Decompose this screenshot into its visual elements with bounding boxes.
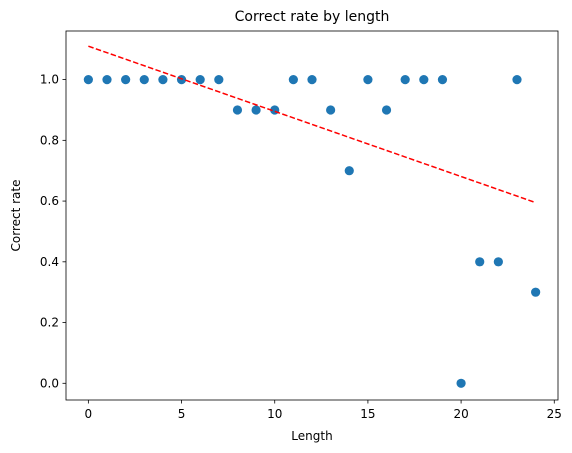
- y-tick-label: 1.0: [40, 73, 59, 87]
- data-point: [158, 74, 168, 85]
- data-point: [475, 257, 485, 267]
- data-point: [512, 74, 522, 85]
- x-tick-label: 0: [85, 407, 93, 421]
- data-point: [307, 74, 317, 85]
- x-tick-label: 15: [360, 407, 375, 421]
- data-point: [176, 74, 187, 85]
- data-point: [232, 105, 243, 115]
- chart-title: Correct rate by length: [235, 9, 390, 25]
- data-point: [363, 74, 373, 85]
- data-point: [531, 287, 541, 297]
- y-tick-label: 0.6: [40, 194, 59, 208]
- data-point: [83, 74, 93, 85]
- data-point: [381, 105, 392, 115]
- y-axis-label: Correct rate: [9, 180, 23, 252]
- data-point: [437, 74, 448, 85]
- data-point: [102, 74, 112, 85]
- data-point: [288, 74, 298, 85]
- y-tick-label: 0.2: [40, 316, 59, 330]
- x-tick-label: 10: [267, 407, 282, 421]
- data-point: [456, 378, 466, 388]
- y-tick-label: 0.0: [40, 376, 59, 390]
- data-point: [419, 74, 429, 85]
- x-axis-label: Length: [291, 429, 332, 443]
- x-tick-label: 25: [547, 407, 562, 421]
- plot-frame: [65, 30, 559, 401]
- data-point: [214, 74, 224, 85]
- data-point: [121, 74, 131, 85]
- data-point: [195, 74, 205, 85]
- data-point: [139, 74, 149, 85]
- data-point: [326, 105, 336, 115]
- data-point: [344, 166, 354, 176]
- y-tick-label: 0.8: [40, 133, 59, 147]
- trend-line: [88, 45, 536, 204]
- data-point: [493, 257, 503, 267]
- y-tick-label: 0.4: [40, 255, 59, 269]
- data-point: [400, 74, 410, 85]
- x-tick-label: 5: [178, 407, 186, 421]
- x-tick-label: 20: [453, 407, 468, 421]
- data-point: [251, 105, 261, 115]
